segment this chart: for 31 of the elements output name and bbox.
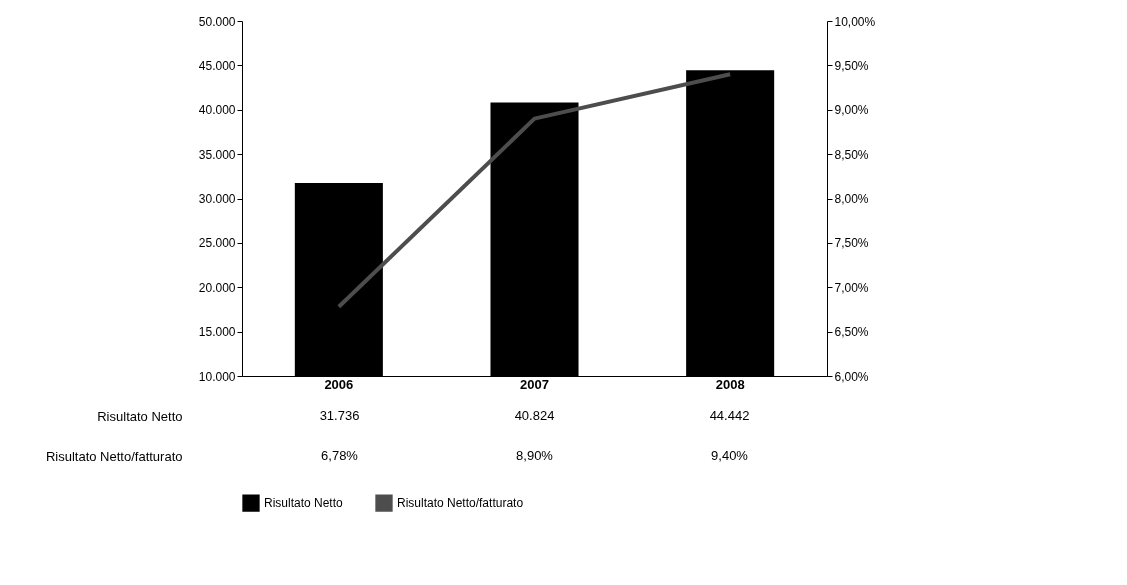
legend-label: Risultato Netto	[264, 496, 344, 511]
data-label: 8,90%	[516, 448, 554, 463]
y-tick-label: 50.000	[198, 14, 236, 29]
data-label: 40.824	[514, 408, 555, 423]
y-tick-label: 20.000	[198, 280, 236, 295]
y2-tick-label: 6,00%	[834, 369, 869, 384]
y-tick-label: 40.000	[198, 103, 236, 118]
text: Risultato Netto/fatturato	[45, 448, 183, 464]
x-tick-label: 2006	[324, 376, 354, 392]
data-label: 9,40%	[711, 448, 749, 463]
y2-tick-label: 8,50%	[834, 147, 869, 162]
x-tick-label: 2008	[715, 376, 745, 392]
data-label: 31.736	[319, 408, 360, 423]
y-tick-label: 35.000	[198, 147, 236, 162]
y-tick-label: 45.000	[198, 58, 236, 73]
y2-tick-label: 9,00%	[834, 103, 869, 118]
y2-tick-label: 6,50%	[834, 325, 869, 340]
legend-label: Risultato Netto/fatturato	[397, 496, 524, 511]
y2-tick-label: 9,50%	[834, 58, 869, 73]
y2-tick-label: 7,50%	[834, 236, 869, 251]
y2-tick-label: 10,00%	[834, 14, 876, 29]
y-tick-label: 30.000	[198, 192, 236, 206]
y-tick-label: 25.000	[198, 236, 236, 251]
y-tick-label: 10.000	[198, 369, 236, 384]
text: Risultato Netto	[97, 408, 183, 424]
y-tick-label: 15.000	[198, 325, 236, 340]
data-label: 6,78%	[321, 448, 359, 463]
y2-tick-label: 7,00%	[834, 280, 869, 295]
y2-tick-label: 8,00%	[834, 192, 869, 206]
x-tick-label: 2007	[520, 376, 549, 392]
data-label: 44.442	[709, 408, 750, 423]
